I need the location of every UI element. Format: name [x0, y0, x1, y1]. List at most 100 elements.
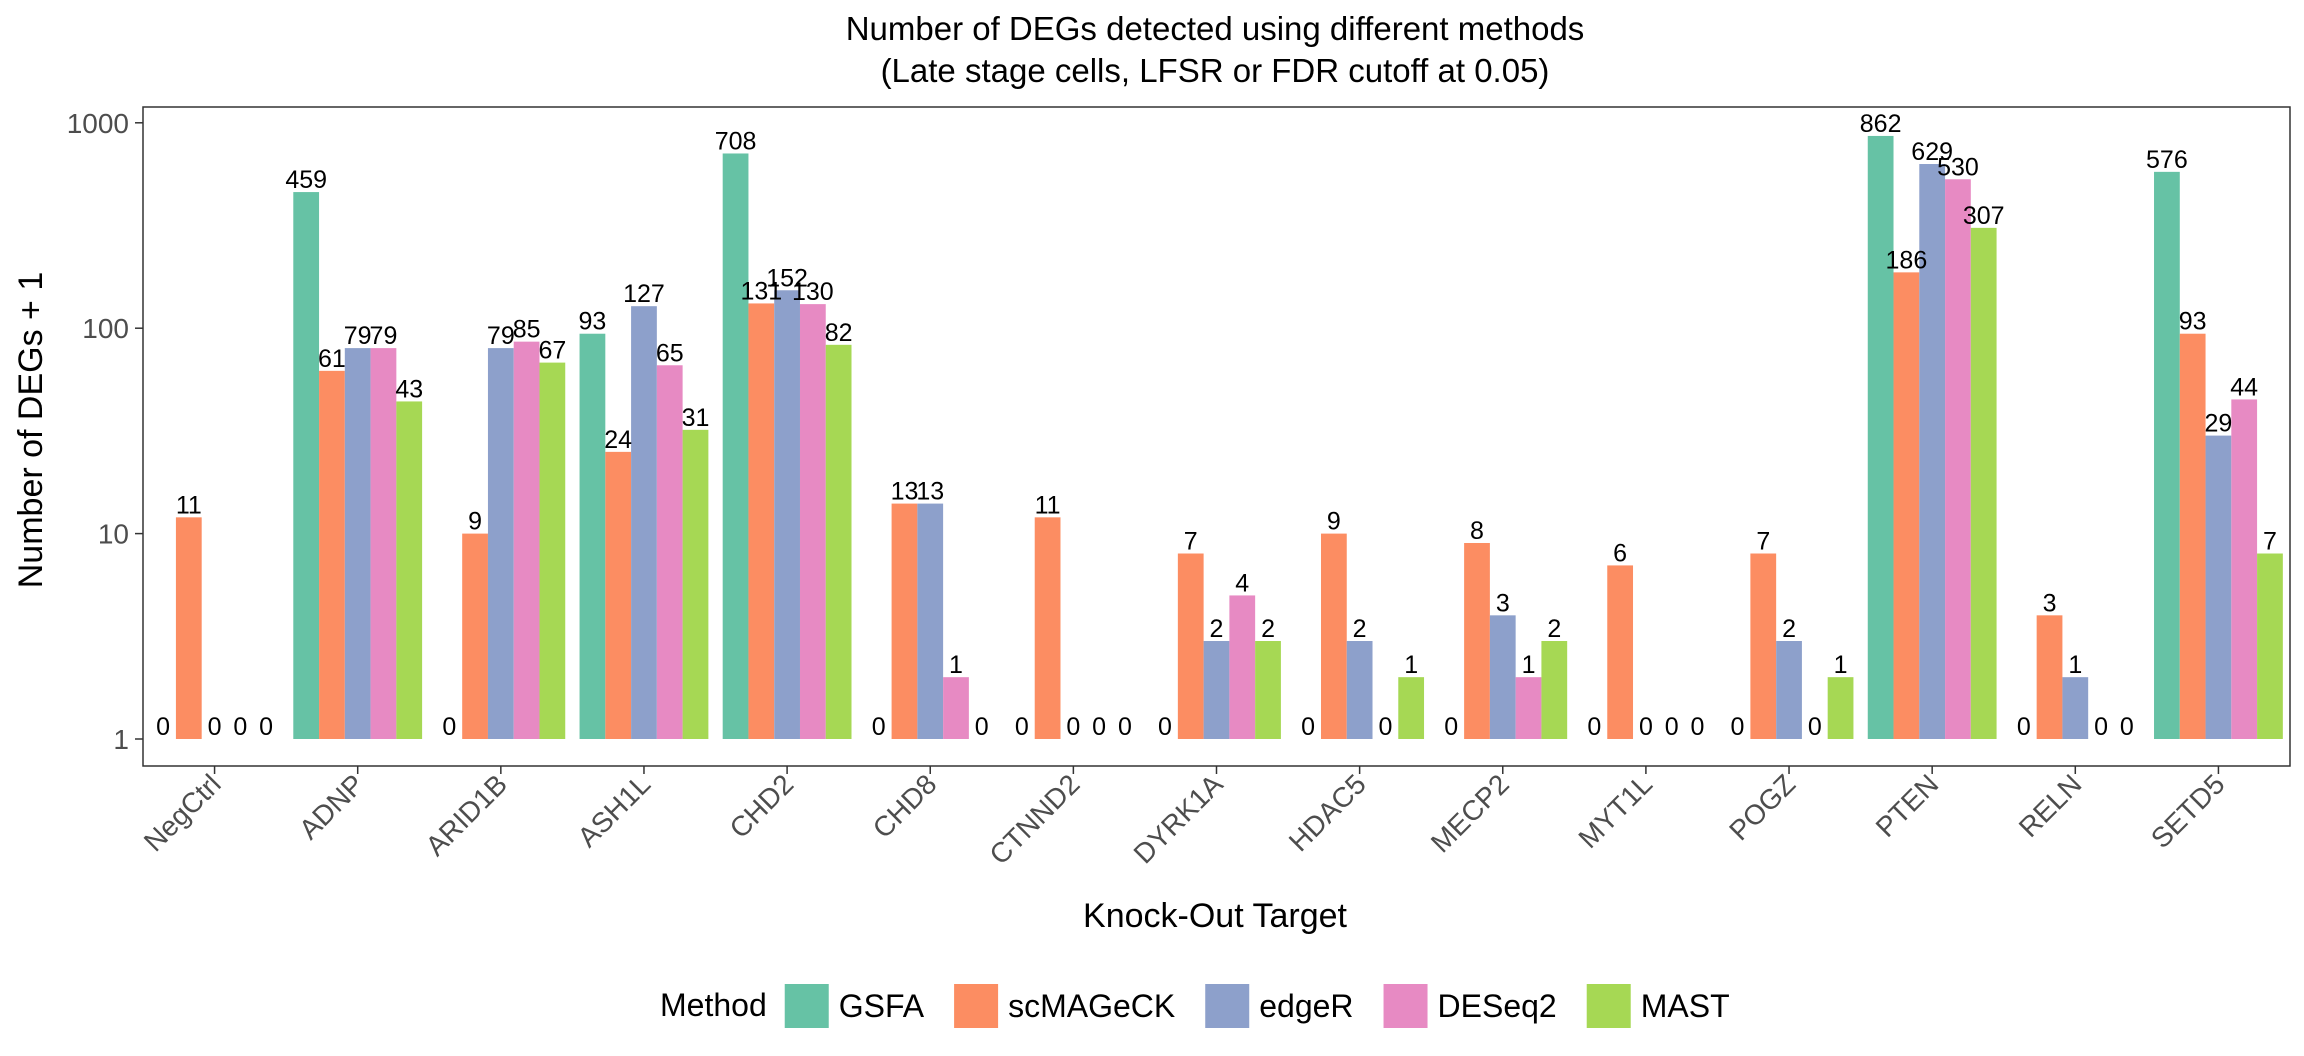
data-label: 11 [1035, 491, 1061, 519]
data-label: 31 [682, 404, 710, 432]
bar-chd2-scmageck [748, 303, 775, 739]
bar-chd2-edger [774, 290, 800, 739]
x-tick-label: SETD5 [2145, 768, 2231, 854]
data-label: 0 [156, 713, 170, 741]
data-label: 3 [1496, 589, 1510, 617]
x-tick-label: CTNND2 [983, 768, 1085, 870]
legend-swatch-scmageck [954, 984, 999, 1028]
data-label: 1 [1404, 651, 1418, 679]
bar-reln-edger [2062, 677, 2089, 739]
data-label: 0 [1015, 713, 1029, 741]
bar-hdac5-edger [1346, 640, 1373, 739]
y-tick-label: 10 [98, 519, 129, 550]
data-label: 1 [1522, 651, 1536, 679]
data-label: 0 [233, 713, 247, 741]
bar-dyrk1a-mast [1255, 640, 1281, 739]
data-label: 61 [318, 345, 346, 373]
data-label: 11 [176, 491, 202, 519]
data-label: 2 [1353, 615, 1367, 643]
y-axis: 1 10 100 1000 [67, 108, 143, 755]
bar-chd8-scmageck [891, 503, 918, 739]
chart-subtitle: (Late stage cells, LFSR or FDR cutoff at… [881, 52, 1550, 89]
bar-adnp-mast [396, 401, 423, 739]
x-tick-label: POGZ [1723, 768, 1801, 846]
x-tick-label: CHD8 [867, 768, 943, 844]
data-label: 65 [656, 339, 684, 367]
data-label: 530 [1937, 153, 1979, 181]
data-label: 0 [2120, 713, 2134, 741]
data-label: 862 [1860, 110, 1902, 138]
data-label: 6 [1613, 539, 1627, 567]
bar-pogz-mast [1827, 677, 1854, 739]
data-label: 82 [825, 319, 853, 347]
data-label: 0 [1731, 713, 1745, 741]
bar-arid1b-mast [539, 362, 566, 739]
legend-swatch-deseq2 [1383, 984, 1428, 1028]
data-label: 2 [1210, 615, 1224, 643]
bar-pten-gsfa [1867, 135, 1894, 740]
bar-setd5-mast [2257, 553, 2283, 739]
bar-adnp-gsfa [293, 192, 320, 740]
y-tick-label: 1000 [67, 108, 129, 139]
x-tick-label: MYT1L [1572, 768, 1658, 854]
data-label: 0 [1587, 713, 1601, 741]
bar-myt1l-scmageck [1607, 565, 1634, 739]
chart-title: Number of DEGs detected using different … [846, 10, 1585, 47]
data-label: 29 [2205, 410, 2233, 438]
bar-hdac5-mast [1398, 677, 1425, 739]
data-label: 9 [1327, 508, 1341, 536]
bar-setd5-gsfa [2154, 171, 2180, 739]
data-label: 3 [2043, 589, 2057, 617]
data-label: 0 [1378, 713, 1392, 741]
data-label: 7 [2263, 528, 2277, 556]
data-label: 152 [766, 264, 808, 292]
data-label: 0 [442, 713, 456, 741]
legend-title: Method [660, 987, 767, 1023]
data-label: 2 [1261, 615, 1275, 643]
data-label: 0 [1444, 713, 1458, 741]
bar-ash1l-scmageck [605, 451, 632, 739]
data-label: 79 [487, 322, 515, 350]
bar-mecp2-deseq2 [1515, 677, 1542, 739]
data-label: 0 [2094, 713, 2108, 741]
data-label: 7 [1756, 528, 1770, 556]
data-label: 93 [579, 308, 607, 336]
data-label: 0 [208, 713, 222, 741]
data-label: 708 [715, 127, 757, 155]
bar-setd5-edger [2205, 435, 2232, 739]
x-tick-label: DYRK1A [1128, 768, 1229, 869]
bar-adnp-scmageck [319, 370, 345, 739]
bar-negctrl-scmageck [175, 517, 202, 739]
data-label: 79 [370, 322, 398, 350]
x-tick-label: MECP2 [1425, 768, 1515, 858]
data-label: 0 [1639, 713, 1653, 741]
data-label: 1 [949, 651, 963, 679]
bar-mecp2-mast [1541, 640, 1568, 739]
data-label: 459 [285, 166, 327, 194]
bar-ctnnd2-scmageck [1034, 517, 1061, 739]
bar-chd2-gsfa [722, 153, 749, 739]
bar-chd8-edger [917, 503, 944, 739]
data-label: 2 [1782, 615, 1796, 643]
legend-swatch-gsfa [784, 984, 829, 1028]
data-label: 0 [1092, 713, 1106, 741]
x-tick-label: PTEN [1870, 768, 1945, 843]
x-tick-label: ARID1B [420, 768, 513, 861]
data-label: 93 [2179, 308, 2207, 336]
bar-chd2-mast [825, 344, 852, 739]
legend-label-scmageck: scMAGeCK [1008, 988, 1175, 1024]
legend: Method GSFA scMAGeCK edgeR DESeq2 MAST [660, 984, 1730, 1028]
data-label: 8 [1470, 517, 1484, 545]
legend-swatch-mast [1586, 984, 1631, 1028]
data-label: 1 [1834, 651, 1848, 679]
data-label: 13 [891, 478, 919, 506]
bar-ash1l-deseq2 [656, 365, 683, 739]
bars [175, 135, 2283, 740]
bar-hdac5-scmageck [1320, 533, 1347, 739]
data-label: 629 [1911, 138, 1953, 166]
data-label: 85 [513, 316, 541, 344]
bar-pten-edger [1919, 164, 1946, 740]
bar-arid1b-scmageck [462, 533, 488, 739]
